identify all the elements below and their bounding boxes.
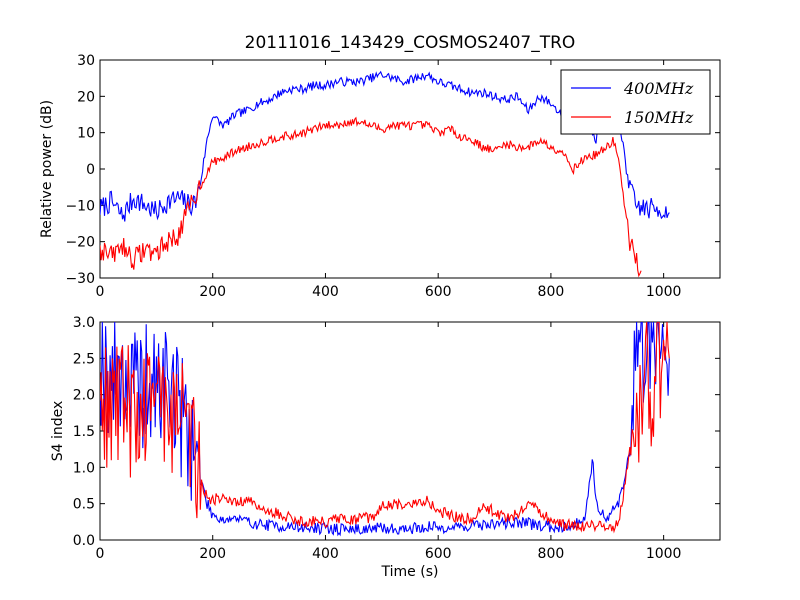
bottom-y-tick-label: 1.0 <box>73 460 95 476</box>
bottom-y-tick-label: 2.5 <box>73 351 95 367</box>
bottom-y-tick-label: 0.5 <box>73 497 95 513</box>
top-y-tick-label: −30 <box>65 271 95 287</box>
top-x-tick-label: 800 <box>538 284 565 300</box>
top-y-tick-label: −10 <box>65 198 95 214</box>
top-x-tick-label: 400 <box>312 284 339 300</box>
top-y-axis-label: Relative power (dB) <box>39 100 55 238</box>
top-series-line-150mhz <box>100 116 642 278</box>
bottom-y-tick-label: 0.0 <box>73 533 95 549</box>
bottom-y-tick-label: 3.0 <box>73 315 95 331</box>
legend-label-150mhz: 150MHz <box>624 108 694 127</box>
legend: 400MHz 150MHz <box>560 69 711 135</box>
bottom-x-tick-label: 400 <box>312 546 339 562</box>
bottom-x-tick-label: 0 <box>96 546 105 562</box>
bottom-x-tick-label: 200 <box>199 546 226 562</box>
top-y-tick-label: −20 <box>65 235 95 251</box>
bottom-x-tick-label: 800 <box>538 546 565 562</box>
bottom-x-tick-label: 600 <box>425 546 452 562</box>
legend-label-400mhz: 400MHz <box>623 79 694 98</box>
top-y-tick-label: 20 <box>77 89 95 105</box>
bottom-y-axis-label: S4 index <box>50 401 66 462</box>
top-x-tick-label: 1000 <box>646 284 682 300</box>
chart-title: 20111016_143429_COSMOS2407_TRO <box>245 33 576 53</box>
top-x-tick-label: 200 <box>199 284 226 300</box>
bottom-y-tick-label: 1.5 <box>73 424 95 440</box>
bottom-x-tick-label: 1000 <box>646 546 682 562</box>
top-x-tick-label: 0 <box>96 284 105 300</box>
bottom-x-axis-label: Time (s) <box>381 564 439 580</box>
legend-box <box>560 69 711 135</box>
bottom-series-line-150mhz <box>100 322 670 534</box>
bottom-axes: 0 200 400 600 800 1000 0.0 0.5 1.0 1.5 2.0 2.5 3.0 <box>73 315 721 562</box>
bottom-y-tick-label: 2.0 <box>73 388 95 404</box>
top-y-tick-label: 0 <box>86 162 95 178</box>
top-x-tick-label: 600 <box>425 284 452 300</box>
top-y-tick-label: 30 <box>77 53 95 69</box>
top-y-tick-label: 10 <box>77 126 95 142</box>
